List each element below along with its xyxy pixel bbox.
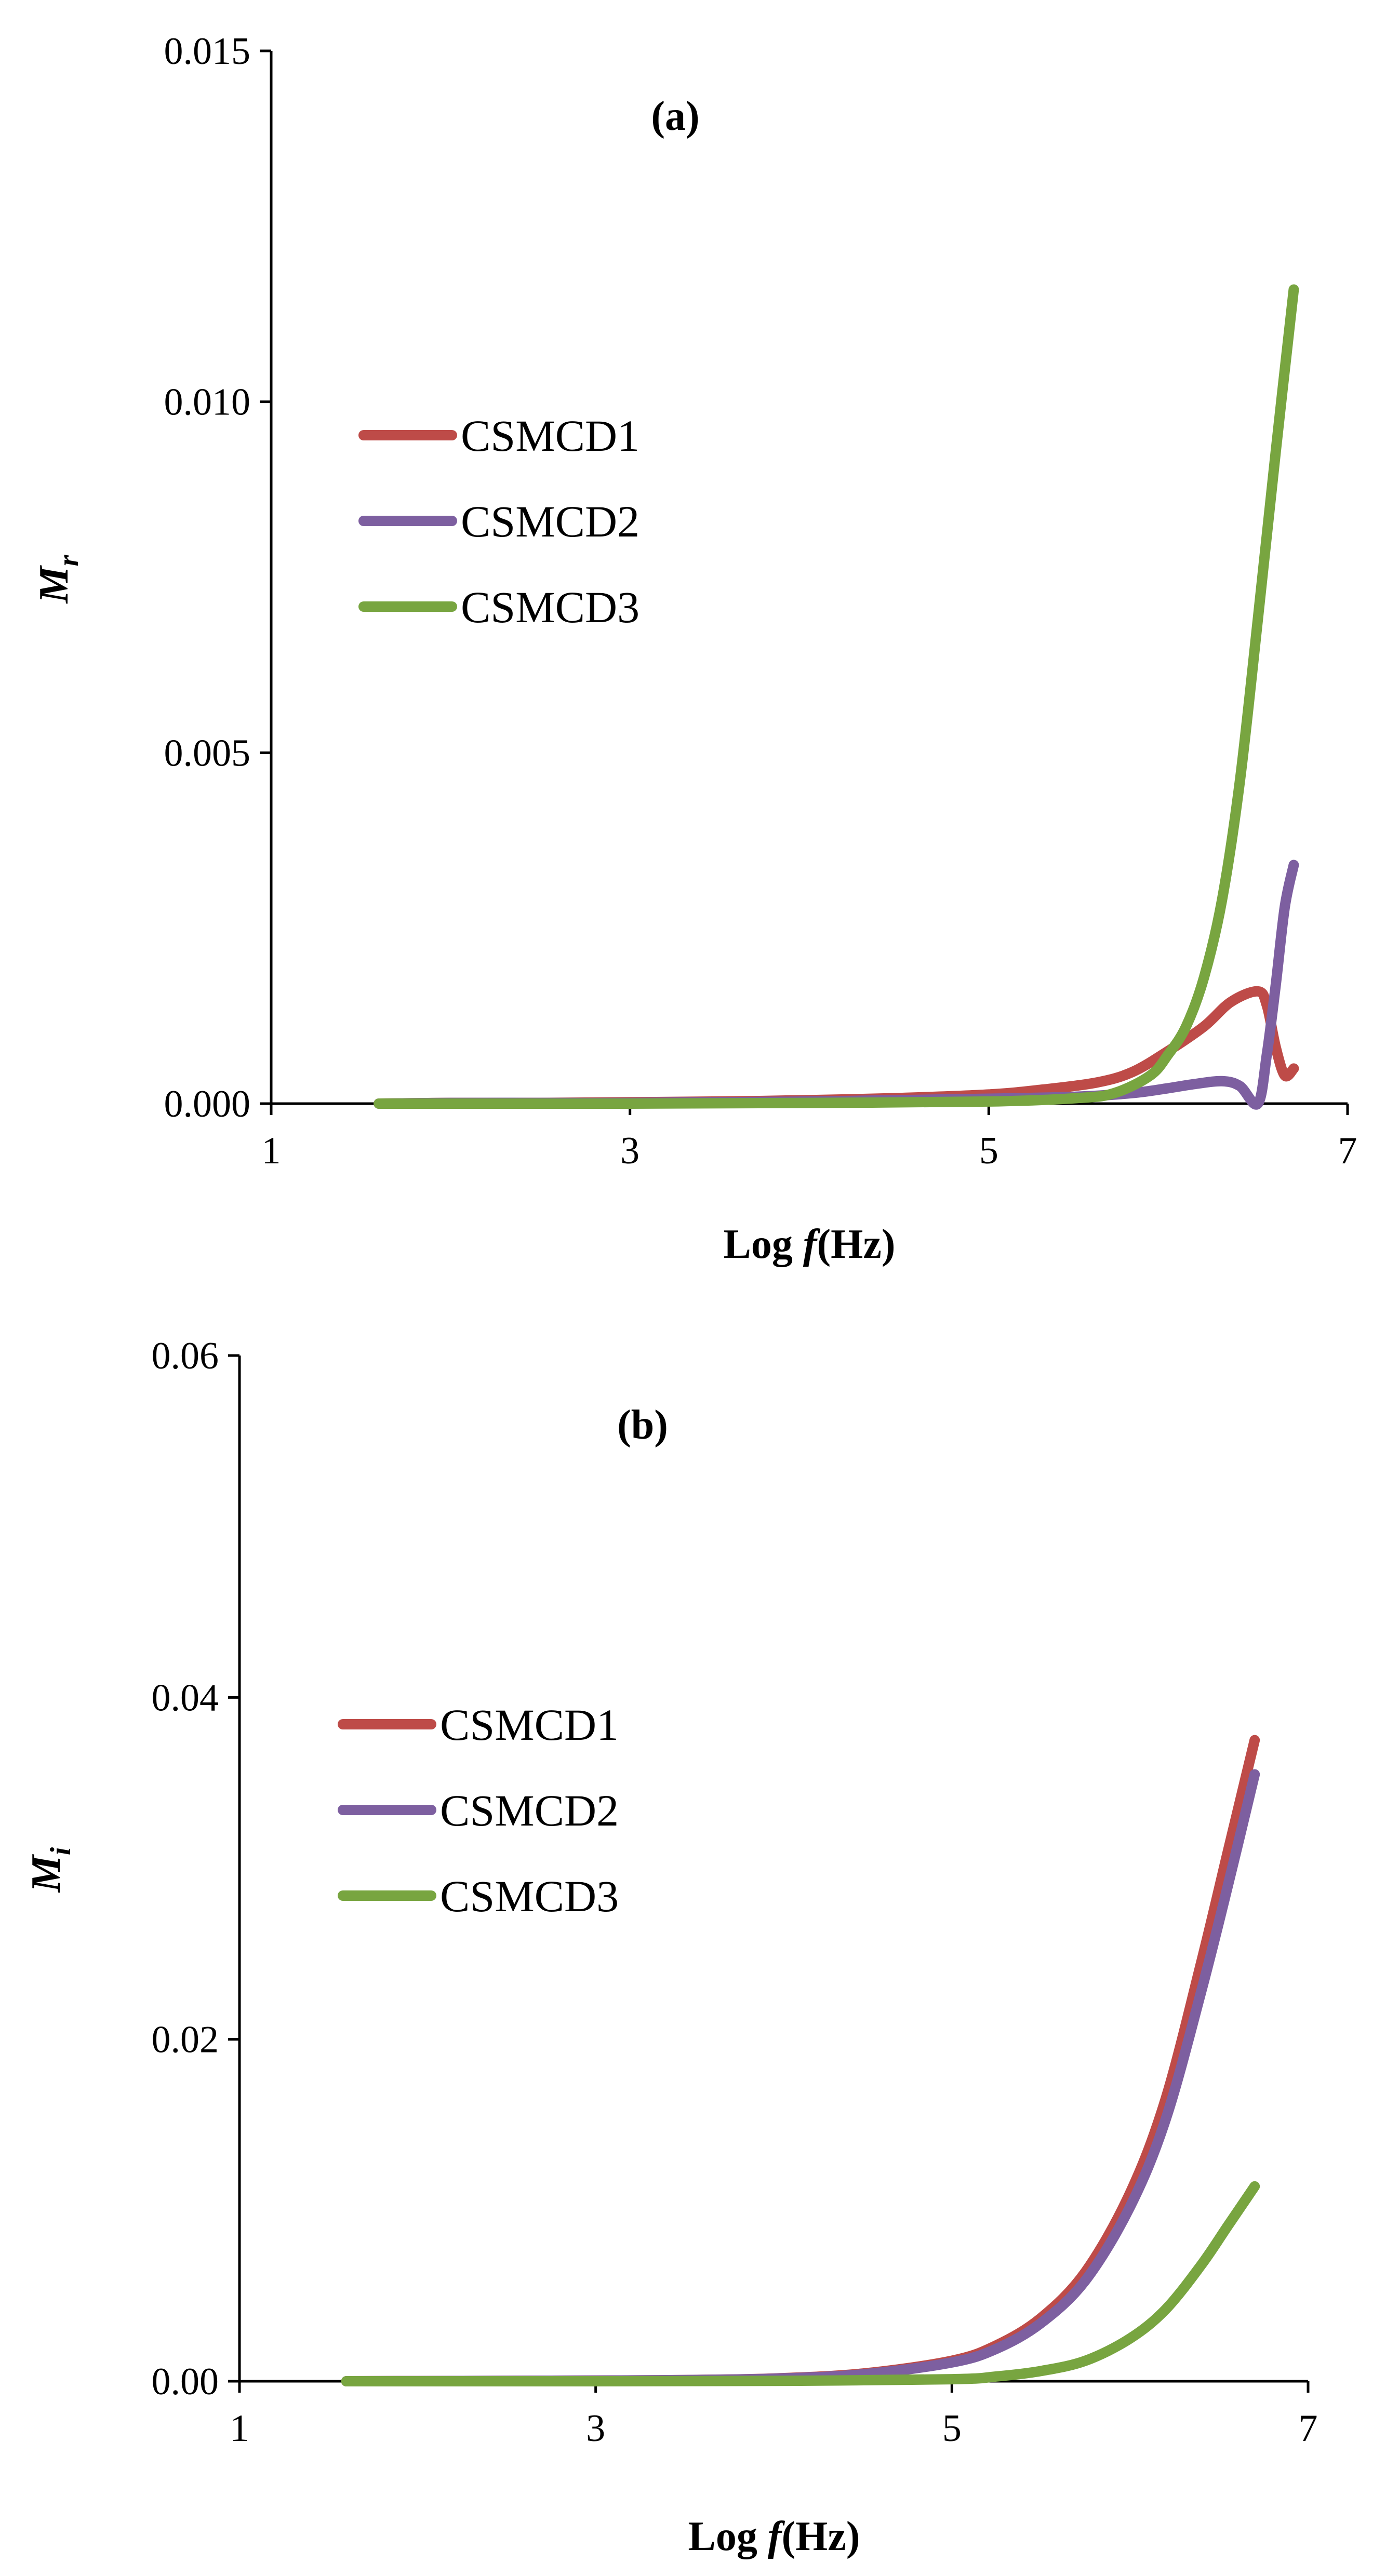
panel-b-legend-label-csmcd1: CSMCD1 bbox=[440, 1700, 619, 1750]
panel-b-legend-item-csmcd3: CSMCD3 bbox=[338, 1871, 619, 1921]
panel-a-x-axis-title: Log f(Hz) bbox=[723, 1222, 895, 1267]
panel-b-y-tick-label: 0.04 bbox=[152, 1676, 219, 1719]
panel-a-legend-label-csmcd2: CSMCD2 bbox=[461, 497, 639, 546]
panel-b-ticks: 0.00 0.02 0.04 0.06 1 3 5 7 bbox=[152, 1335, 1318, 2450]
panel-a-y-tick-label: 0.005 bbox=[164, 732, 251, 774]
panel-b-x-tick-label: 7 bbox=[1299, 2407, 1318, 2450]
panel-b-legend-label-csmcd2: CSMCD2 bbox=[440, 1786, 619, 1835]
panel-b-legend-item-csmcd2: CSMCD2 bbox=[338, 1786, 619, 1835]
panel-b-plot-area bbox=[238, 1356, 1308, 2383]
panel-a-plot-area bbox=[270, 51, 1348, 1105]
panel-b-x-tick-label: 5 bbox=[942, 2407, 962, 2450]
panel-b-y-title-sub: i bbox=[45, 1847, 77, 1855]
panel-a-x-tick-label: 5 bbox=[979, 1130, 998, 1172]
panel-b-y-title-main: M bbox=[23, 1854, 69, 1893]
panel-a-y-tick-label: 0.000 bbox=[164, 1083, 251, 1125]
panel-b-label: (b) bbox=[617, 1402, 668, 1448]
panel-a-x-tick-label: 3 bbox=[620, 1130, 639, 1172]
panel-b-chart: 0.00 0.02 0.04 0.06 1 3 5 7 (b) Log f(Hz) Mi CS… bbox=[23, 1335, 1318, 2559]
panel-a-series-csmcd3-line bbox=[374, 284, 1299, 1109]
panel-a-y-axis-title: Mr bbox=[31, 554, 85, 604]
panel-b-y-tick-label: 0.00 bbox=[152, 2360, 219, 2403]
panel-a-legend-item-csmcd3: CSMCD3 bbox=[358, 582, 639, 632]
panel-b-x-title-prefix: Log bbox=[688, 2514, 767, 2559]
panel-a-x-tick-label: 1 bbox=[262, 1130, 281, 1172]
panel-a-y-tick-label: 0.015 bbox=[164, 30, 251, 73]
panel-a-label: (a) bbox=[651, 93, 699, 139]
panel-a-ticks: 0.000 0.005 0.010 0.015 1 3 5 7 bbox=[164, 30, 1357, 1172]
panel-b-series-csmcd1-line bbox=[341, 1735, 1260, 2386]
panel-b-series-lines bbox=[341, 1735, 1260, 2387]
panel-b-legend-label-csmcd3: CSMCD3 bbox=[440, 1871, 619, 1921]
panel-a-legend-item-csmcd1: CSMCD1 bbox=[358, 411, 639, 461]
panel-b-x-tick-label: 3 bbox=[586, 2407, 605, 2450]
panel-b-series-csmcd2-line bbox=[341, 1769, 1260, 2386]
panel-a-x-tick-label: 7 bbox=[1338, 1130, 1357, 1172]
panel-a-chart: 0.000 0.005 0.010 0.015 1 3 5 7 (a) Log f(Hz) M… bbox=[31, 30, 1357, 1267]
panel-b-y-tick-label: 0.06 bbox=[152, 1335, 219, 1377]
panel-a-legend-label-csmcd3: CSMCD3 bbox=[461, 582, 639, 632]
panel-a-y-tick-label: 0.010 bbox=[164, 381, 251, 424]
panel-b-x-tick-label: 1 bbox=[230, 2407, 249, 2450]
panel-a-series-lines bbox=[374, 284, 1299, 1110]
panel-b-x-axis-title: Log f(Hz) bbox=[688, 2514, 860, 2559]
panel-a-legend: CSMCD1 CSMCD2 CSMCD3 bbox=[358, 411, 639, 632]
panel-a-x-title-prefix: Log bbox=[723, 1222, 803, 1267]
panel-a-legend-label-csmcd1: CSMCD1 bbox=[461, 411, 639, 461]
panel-b-y-tick-label: 0.02 bbox=[152, 2019, 219, 2061]
panel-b-legend: CSMCD1 CSMCD2 CSMCD3 bbox=[338, 1700, 619, 1921]
panel-b-x-title-unit: (Hz) bbox=[781, 2514, 860, 2559]
panel-a-y-title-main: M bbox=[31, 565, 77, 604]
panel-a-x-title-unit: (Hz) bbox=[817, 1222, 895, 1267]
panel-a-legend-item-csmcd2: CSMCD2 bbox=[358, 497, 639, 546]
panel-a-y-title-sub: r bbox=[52, 554, 85, 566]
panel-b-legend-item-csmcd1: CSMCD1 bbox=[338, 1700, 619, 1750]
panel-b-series-csmcd3-line bbox=[341, 2181, 1260, 2387]
panel-b-y-axis-title: Mi bbox=[23, 1847, 77, 1893]
